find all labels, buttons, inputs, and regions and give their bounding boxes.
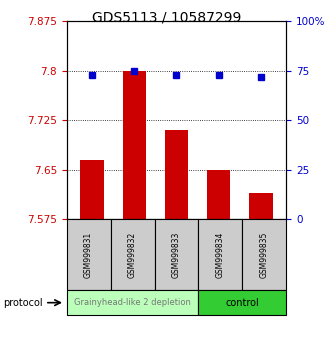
Bar: [123, 71, 146, 219]
Text: GSM999833: GSM999833: [172, 232, 181, 278]
Text: protocol: protocol: [3, 298, 43, 308]
Text: GSM999835: GSM999835: [260, 232, 269, 278]
Bar: [249, 193, 273, 219]
Text: Grainyhead-like 2 depletion: Grainyhead-like 2 depletion: [74, 298, 191, 307]
Text: GSM999832: GSM999832: [128, 232, 137, 278]
Text: GDS5113 / 10587299: GDS5113 / 10587299: [92, 11, 241, 25]
Bar: [80, 160, 104, 219]
Text: GSM999831: GSM999831: [84, 232, 93, 278]
Bar: [165, 130, 188, 219]
Text: control: control: [225, 298, 259, 308]
Text: GSM999834: GSM999834: [216, 232, 225, 278]
Bar: [207, 170, 230, 219]
